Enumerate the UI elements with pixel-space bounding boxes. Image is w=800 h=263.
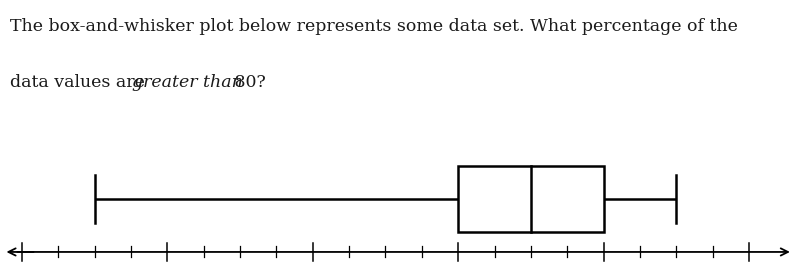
- Text: data values are: data values are: [10, 74, 150, 91]
- Text: greater than: greater than: [132, 74, 243, 91]
- Text: 80?: 80?: [229, 74, 266, 91]
- Bar: [458, 166, 604, 232]
- Text: The box-and-whisker plot below represents some data set. What percentage of the: The box-and-whisker plot below represent…: [10, 18, 738, 36]
